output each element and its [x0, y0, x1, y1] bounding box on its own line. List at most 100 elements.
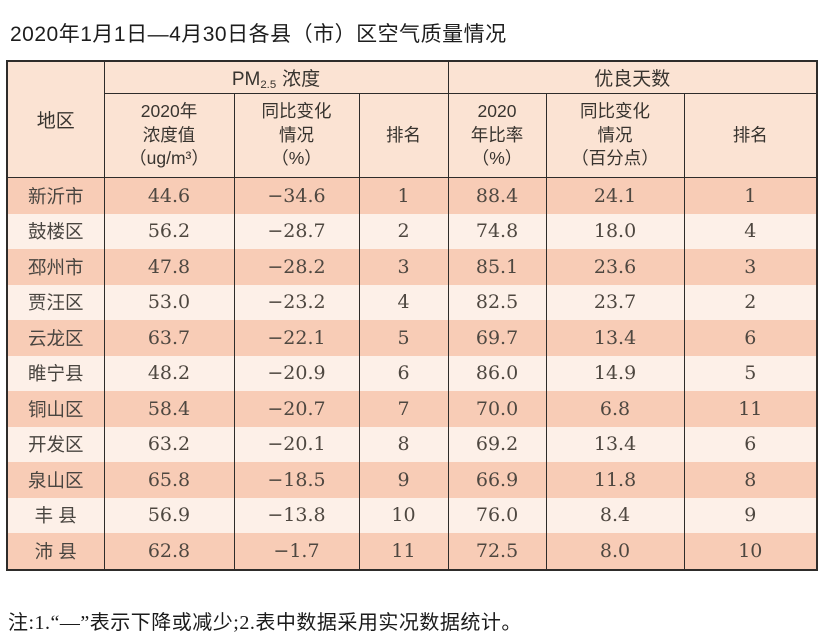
header-pm-change: 同比变化 情况 （%） [233, 93, 360, 178]
cell-pm-rank: 11 [358, 533, 449, 570]
cell-pm-change: −20.9 [233, 355, 360, 391]
table-body: 新沂市 44.6 −34.6 1 88.4 24.1 1 鼓楼区 56.2 −2… [6, 177, 818, 570]
cell-pm-rank: 2 [358, 213, 449, 249]
cell-good-change: 23.7 [545, 284, 685, 320]
cell-pm-change: −34.6 [233, 177, 360, 214]
table-row: 泉山区 65.8 −18.5 9 66.9 11.8 8 [6, 462, 818, 498]
cell-pm-rank: 5 [358, 320, 449, 356]
pm25-label: PM [231, 68, 261, 90]
cell-good-change: 23.6 [545, 249, 685, 285]
cell-good-ratio: 86.0 [447, 355, 547, 391]
cell-pm-value: 44.6 [103, 177, 235, 214]
cell-pm-rank: 3 [358, 249, 449, 285]
header-region: 地区 [6, 60, 105, 178]
table-row: 铜山区 58.4 −20.7 7 70.0 6.8 11 [6, 391, 818, 427]
cell-pm-value: 56.9 [103, 497, 235, 533]
cell-good-ratio: 66.9 [447, 462, 547, 498]
header-good-days-group: 优良天数 [447, 60, 818, 94]
cell-region: 丰 县 [6, 497, 105, 533]
cell-good-change: 13.4 [545, 426, 685, 462]
cell-good-rank: 6 [683, 426, 818, 462]
table-row: 鼓楼区 56.2 −28.7 2 74.8 18.0 4 [6, 213, 818, 249]
cell-pm-value: 47.8 [103, 249, 235, 285]
header-good-rank: 排名 [683, 93, 818, 178]
cell-good-ratio: 69.2 [447, 426, 547, 462]
pm25-subscript: 2.5 [260, 79, 277, 92]
cell-good-ratio: 70.0 [447, 391, 547, 427]
cell-pm-value: 65.8 [103, 462, 235, 498]
cell-pm-change: −1.7 [233, 533, 360, 570]
cell-pm-change: −23.2 [233, 284, 360, 320]
pm25-label-rest: 浓度 [282, 68, 321, 90]
cell-pm-rank: 8 [358, 426, 449, 462]
header-pm-concentration: 2020年 浓度值 （ug/m³） [103, 93, 235, 178]
cell-pm-value: 48.2 [103, 355, 235, 391]
cell-good-rank: 3 [683, 249, 818, 285]
table-row: 云龙区 63.7 −22.1 5 69.7 13.4 6 [6, 320, 818, 356]
cell-good-ratio: 76.0 [447, 497, 547, 533]
cell-good-rank: 9 [683, 497, 818, 533]
table-header: 地区 PM2.5 浓度 优良天数 2020年 浓度值 （ug/m³） 同比变化 情… [6, 60, 818, 178]
cell-pm-change: −20.1 [233, 426, 360, 462]
cell-good-rank: 6 [683, 320, 818, 356]
cell-good-ratio: 74.8 [447, 213, 547, 249]
cell-good-change: 18.0 [545, 213, 685, 249]
cell-pm-change: −22.1 [233, 320, 360, 356]
cell-pm-rank: 1 [358, 177, 449, 214]
table-row: 新沂市 44.6 −34.6 1 88.4 24.1 1 [6, 177, 818, 214]
header-good-change: 同比变化 情况 （百分点） [545, 93, 685, 178]
cell-good-rank: 10 [683, 533, 818, 570]
cell-region: 泉山区 [6, 462, 105, 498]
cell-good-ratio: 72.5 [447, 533, 547, 570]
cell-pm-value: 63.2 [103, 426, 235, 462]
cell-good-change: 11.8 [545, 462, 685, 498]
cell-good-change: 8.4 [545, 497, 685, 533]
cell-good-rank: 11 [683, 391, 818, 427]
cell-good-rank: 4 [683, 213, 818, 249]
cell-region: 沛 县 [6, 533, 105, 570]
cell-region: 邳州市 [6, 249, 105, 285]
cell-good-change: 6.8 [545, 391, 685, 427]
cell-pm-value: 56.2 [103, 213, 235, 249]
cell-good-change: 24.1 [545, 177, 685, 214]
cell-region: 睢宁县 [6, 355, 105, 391]
header-pm25-group: PM2.5 浓度 [103, 60, 449, 94]
cell-pm-value: 62.8 [103, 533, 235, 570]
cell-good-rank: 1 [683, 177, 818, 214]
cell-pm-rank: 10 [358, 497, 449, 533]
table-row: 沛 县 62.8 −1.7 11 72.5 8.0 10 [6, 533, 818, 570]
cell-pm-change: −28.2 [233, 249, 360, 285]
cell-good-ratio: 88.4 [447, 177, 547, 214]
cell-good-change: 8.0 [545, 533, 685, 570]
cell-pm-change: −13.8 [233, 497, 360, 533]
cell-pm-value: 53.0 [103, 284, 235, 320]
cell-region: 贾汪区 [6, 284, 105, 320]
cell-pm-change: −18.5 [233, 462, 360, 498]
air-quality-table: 地区 PM2.5 浓度 优良天数 2020年 浓度值 （ug/m³） 同比变化 情… [6, 60, 819, 571]
page-title: 2020年1月1日—4月30日各县（市）区空气质量情况 [10, 23, 507, 47]
cell-pm-rank: 7 [358, 391, 449, 427]
table-row: 丰 县 56.9 −13.8 10 76.0 8.4 9 [6, 497, 818, 533]
header-good-ratio: 2020 年比率 （%） [447, 93, 547, 178]
footnote: 注:1.“—”表示下降或减少;2.表中数据采用实况数据统计。 [8, 612, 522, 634]
cell-good-change: 14.9 [545, 355, 685, 391]
cell-pm-rank: 4 [358, 284, 449, 320]
cell-good-change: 13.4 [545, 320, 685, 356]
cell-region: 新沂市 [6, 177, 105, 214]
cell-good-rank: 2 [683, 284, 818, 320]
cell-good-rank: 8 [683, 462, 818, 498]
table-row: 睢宁县 48.2 −20.9 6 86.0 14.9 5 [6, 355, 818, 391]
cell-pm-rank: 9 [358, 462, 449, 498]
cell-region: 云龙区 [6, 320, 105, 356]
cell-good-ratio: 69.7 [447, 320, 547, 356]
table-row: 开发区 63.2 −20.1 8 69.2 13.4 6 [6, 426, 818, 462]
cell-pm-value: 63.7 [103, 320, 235, 356]
table-row: 贾汪区 53.0 −23.2 4 82.5 23.7 2 [6, 284, 818, 320]
cell-region: 鼓楼区 [6, 213, 105, 249]
cell-pm-rank: 6 [358, 355, 449, 391]
cell-region: 开发区 [6, 426, 105, 462]
cell-region: 铜山区 [6, 391, 105, 427]
cell-pm-change: −28.7 [233, 213, 360, 249]
header-pm-rank: 排名 [358, 93, 449, 178]
cell-good-ratio: 82.5 [447, 284, 547, 320]
